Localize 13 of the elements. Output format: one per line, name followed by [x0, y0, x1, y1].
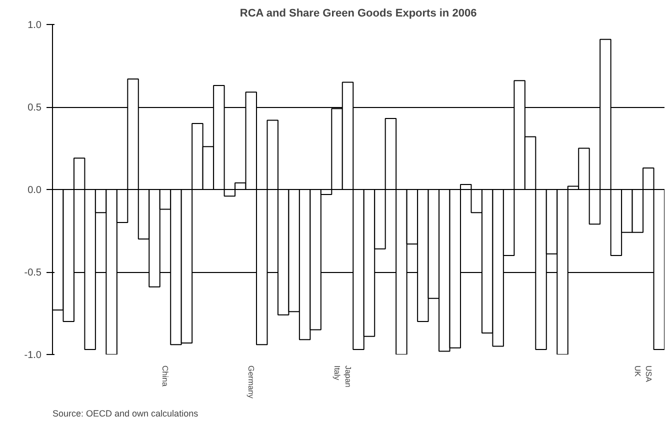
x-tick-label: China — [160, 366, 170, 387]
y-tick-label: 1.0 — [28, 20, 42, 31]
x-tick-label: Italy — [332, 366, 342, 380]
x-tick-label: UK — [633, 366, 642, 378]
x-tick-label: USA — [644, 366, 653, 383]
source-note: Source: OECD and own calculations — [52, 408, 199, 418]
y-tick-label: -0.5 — [24, 268, 42, 278]
y-tick-label: 0.0 — [28, 185, 42, 196]
chart-title: RCA and Share Green Goods Exports in 2006 — [240, 8, 477, 20]
y-tick-label: -1.0 — [24, 350, 42, 361]
y-tick-label: 0.5 — [28, 102, 42, 114]
x-tick-label: Japan — [343, 366, 352, 388]
x-tick-label: Germany — [246, 366, 256, 398]
